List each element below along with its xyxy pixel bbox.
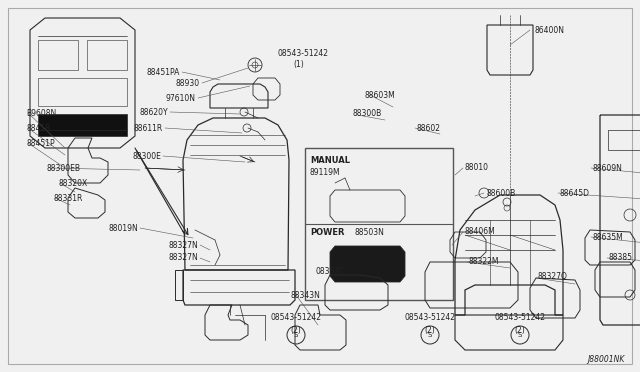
Text: 88503N: 88503N: [355, 228, 385, 237]
Text: MANUAL: MANUAL: [310, 156, 350, 165]
Bar: [305, 148, 453, 300]
Text: J88001NK: J88001NK: [588, 356, 625, 365]
Text: 86400N: 86400N: [535, 26, 565, 35]
Bar: [38, 114, 127, 136]
Text: 88603M: 88603M: [365, 90, 396, 99]
Bar: [38, 78, 127, 106]
Text: 88609N: 88609N: [593, 164, 623, 173]
Text: 08303C: 08303C: [316, 267, 346, 276]
Text: 88320X: 88320X: [58, 179, 87, 187]
Text: S: S: [518, 332, 522, 338]
Text: 08543-51242: 08543-51242: [495, 314, 545, 323]
Text: 88451P: 88451P: [26, 138, 54, 148]
Text: 88611R: 88611R: [134, 124, 163, 132]
Text: 88635M: 88635M: [593, 232, 624, 241]
Text: 08543-51242: 08543-51242: [404, 314, 456, 323]
Text: 88930: 88930: [176, 78, 200, 87]
Text: B9608N: B9608N: [26, 109, 56, 118]
Text: (1): (1): [293, 60, 304, 68]
Text: 88451PA: 88451PA: [147, 67, 180, 77]
Text: 88327N: 88327N: [168, 241, 198, 250]
Text: 88300B: 88300B: [353, 109, 382, 118]
Text: 88010: 88010: [465, 163, 489, 171]
Text: 88300EB: 88300EB: [46, 164, 80, 173]
Text: 88620Y: 88620Y: [140, 108, 168, 116]
Text: 88418: 88418: [26, 124, 50, 132]
Polygon shape: [330, 246, 405, 282]
Text: 88300E: 88300E: [132, 151, 161, 160]
Text: 88602: 88602: [417, 124, 441, 132]
Text: 08543-51242: 08543-51242: [278, 48, 329, 58]
Text: S: S: [294, 332, 298, 338]
Text: 88406M: 88406M: [465, 227, 496, 235]
Text: 88019N: 88019N: [108, 224, 138, 232]
Bar: [608, 130, 640, 150]
Bar: [87, 40, 127, 70]
Text: 88327N: 88327N: [168, 253, 198, 263]
Text: 88600B: 88600B: [487, 189, 516, 198]
Text: (2): (2): [515, 326, 525, 334]
Text: (2): (2): [291, 326, 301, 334]
Text: 89119M: 89119M: [310, 168, 340, 177]
Text: 88327Q: 88327Q: [538, 273, 568, 282]
Bar: [38, 40, 78, 70]
Text: 88343N: 88343N: [291, 291, 321, 299]
Text: 88331R: 88331R: [53, 193, 83, 202]
Text: 88645D: 88645D: [560, 189, 590, 198]
Text: 08543-51242: 08543-51242: [271, 314, 321, 323]
Text: POWER: POWER: [310, 228, 344, 237]
Text: 88385: 88385: [609, 253, 633, 262]
Text: (2): (2): [424, 326, 435, 334]
Text: S: S: [428, 332, 432, 338]
Text: 88322M: 88322M: [469, 257, 499, 266]
Text: 97610N: 97610N: [166, 93, 196, 103]
